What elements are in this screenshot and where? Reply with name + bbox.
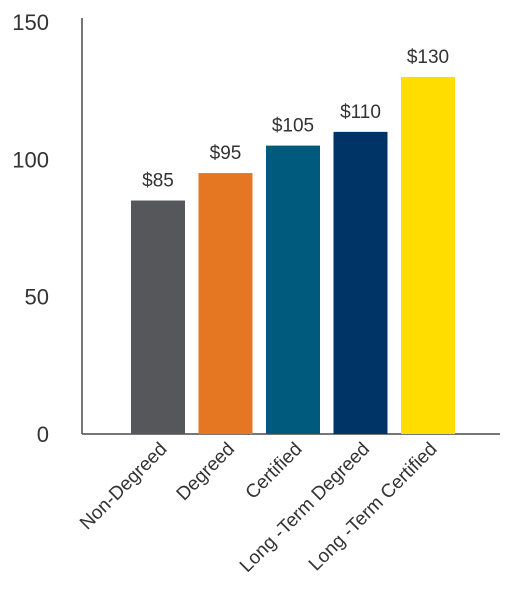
bar: [198, 173, 253, 435]
bar: [333, 131, 388, 434]
bar-value-label: $105: [272, 116, 314, 137]
category-label: Certified: [242, 439, 307, 504]
bar-series: [131, 76, 455, 435]
y-tick-label: 100: [12, 147, 49, 172]
y-tick-label: 150: [12, 10, 49, 35]
y-axis-ticks: 0 50 100 150: [12, 10, 49, 447]
bar-value-label: $130: [407, 47, 449, 68]
bar-value-label: $95: [210, 143, 242, 164]
category-label: Degreed: [173, 439, 239, 505]
bar: [266, 145, 320, 434]
bar-value-label: $110: [340, 102, 381, 123]
category-label: Long -Term Degreed: [236, 439, 374, 577]
bar-value-label: $85: [142, 171, 174, 192]
category-label: Long -Term Certified: [305, 439, 442, 576]
category-label: Non-Degreed: [76, 439, 172, 535]
y-tick-label: 50: [25, 285, 49, 310]
bar: [131, 200, 185, 434]
y-tick-label: 0: [37, 422, 49, 447]
data-labels: $85 $95 $105 $110 $130: [142, 47, 449, 192]
bar: [401, 76, 455, 434]
